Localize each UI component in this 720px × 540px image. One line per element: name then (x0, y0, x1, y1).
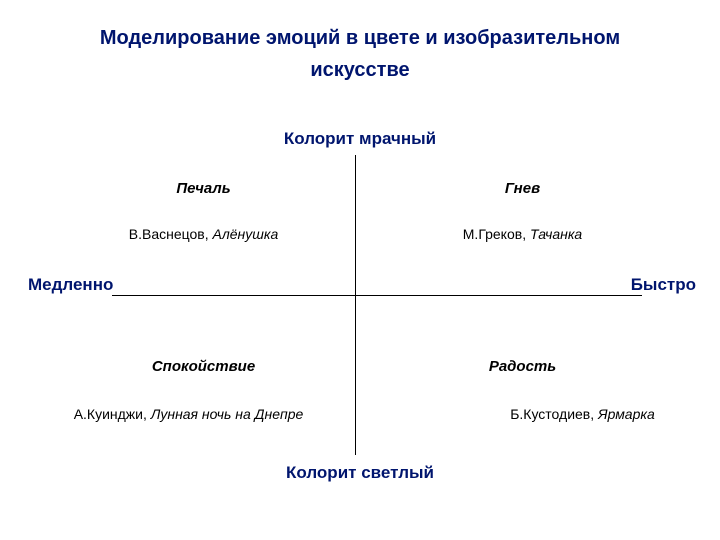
artist-tr: М.Греков, (463, 226, 530, 242)
work-br: Ярмарка (598, 406, 655, 422)
vertical-axis-line (355, 155, 356, 455)
work-tl: Алёнушка (212, 226, 278, 242)
quadrant-label-sadness: Печаль (60, 180, 347, 197)
work-tr: Тачанка (530, 226, 582, 242)
artist-br: Б.Кустодиев, (510, 406, 598, 422)
work-bl: Лунная ночь на Днепре (151, 406, 304, 422)
quadrant-example-joy: Б.Кустодиев, Ярмарка (423, 406, 720, 422)
title-line-2: искусстве (310, 59, 409, 81)
quadrant-example-anger: М.Греков, Тачанка (363, 226, 682, 242)
axis-label-top: Колорит мрачный (0, 129, 720, 149)
artist-bl: А.Куинджи, (74, 406, 151, 422)
quadrant-example-calm: А.Куинджи, Лунная ночь на Днепре (30, 406, 347, 422)
horizontal-axis-line (112, 295, 642, 296)
quadrant-example-sadness: В.Васнецов, Алёнушка (60, 226, 347, 242)
quadrant-label-joy: Радость (363, 358, 682, 375)
page-title: Моделирование эмоций в цвете и изобразит… (0, 22, 720, 86)
artist-tl: В.Васнецов, (129, 226, 213, 242)
axis-label-left: Медленно (28, 275, 113, 295)
axis-label-right: Быстро (631, 275, 696, 295)
axis-label-bottom: Колорит светлый (0, 463, 720, 483)
title-line-1: Моделирование эмоций в цвете и изобразит… (100, 27, 620, 49)
quadrant-label-calm: Спокойствие (60, 358, 347, 375)
quadrant-label-anger: Гнев (363, 180, 682, 197)
